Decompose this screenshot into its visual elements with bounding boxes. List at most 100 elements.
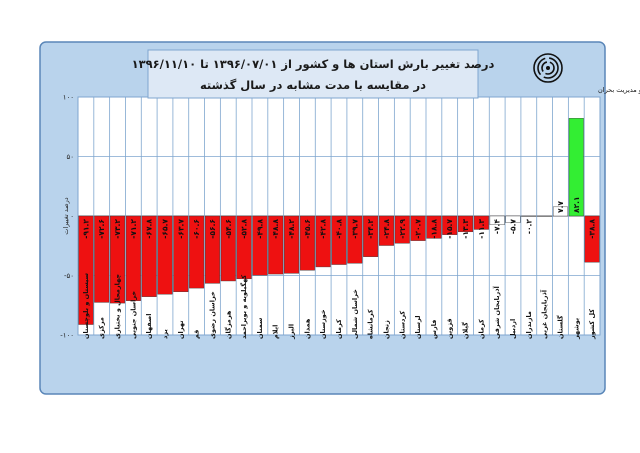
org-name: مرکز ملی خشکسالی و مدیریت بحران	[598, 86, 640, 94]
data-label: -۹۱.۲	[81, 219, 90, 239]
bar	[521, 215, 537, 217]
bar	[410, 215, 426, 241]
x-tick-label: قزوین	[446, 318, 454, 339]
y-tick-label: -۵۰	[64, 272, 74, 280]
bar	[489, 215, 505, 226]
data-label: ۸۲.۱	[572, 196, 581, 213]
bar	[458, 215, 474, 233]
x-tick-label: بوشهر	[572, 318, 580, 340]
x-axis: سیستان و بلوچستان مرکزی چهارمحال و بختیاری…	[82, 273, 596, 340]
data-label: -۵۴.۶	[224, 219, 233, 239]
bar	[505, 215, 521, 223]
x-tick-label: کرمانشاه	[367, 309, 375, 339]
x-tick-label: کردستان	[398, 311, 406, 339]
data-label: -۶۵.۷	[161, 219, 170, 239]
y-tick-label: ۱۰۰	[63, 94, 74, 102]
x-tick-label: سمنان	[256, 318, 264, 339]
data-label: -۵۶.۶	[208, 219, 217, 239]
data-label: -۱۱.۳	[477, 219, 486, 239]
y-axis: ۱۰۰ ۵۰ ۰ -۵۰ -۱۰۰	[60, 94, 74, 340]
x-tick-label: تهران	[177, 320, 185, 339]
bar	[378, 215, 394, 246]
x-tick-label: گیلان	[462, 322, 470, 339]
y-tick-label: ۵۰	[66, 153, 74, 161]
bar	[537, 215, 553, 217]
x-tick-label: کرمان	[477, 319, 485, 339]
bar	[252, 215, 268, 276]
x-tick-label: خراسان جنوبی	[129, 291, 137, 339]
data-label: -۴۸.۲	[287, 219, 296, 239]
data-label: -۱۳.۳	[461, 219, 470, 239]
x-tick-label: آذربایجان غربی	[540, 289, 549, 339]
data-label: -۴۵.۶	[303, 219, 312, 239]
x-tick-label: البرز	[288, 324, 296, 340]
bar	[394, 215, 410, 244]
data-label: -۷۲.۶	[97, 219, 106, 239]
x-tick-label: هرمزگان	[224, 310, 232, 339]
data-label: -۳۴.۲	[366, 219, 375, 239]
x-tick-label: مرکزی	[98, 317, 106, 339]
data-labels: -۹۱.۲ -۷۲.۶ -۷۳.۲ -۷۱.۲ -۶۷.۸ -۶۵.۷ -۶۳.۷ -۶۰.۶…	[81, 196, 596, 238]
bar	[78, 215, 94, 325]
data-label: ۷.۷	[556, 201, 565, 213]
x-tick-label: کرمان	[335, 319, 343, 339]
bar	[173, 215, 189, 293]
bar	[315, 215, 331, 268]
y-tick-label: ۰	[70, 213, 74, 221]
bar	[584, 215, 600, 263]
data-label: -۴۰.۸	[335, 219, 344, 239]
bar	[299, 215, 315, 271]
chart-title: درصد تغییر بارش استان ها و کشور از ۱۳۹۶/…	[132, 57, 495, 72]
data-label: -۲۲.۹	[398, 219, 407, 239]
data-label: -۴۹.۸	[255, 219, 264, 239]
bar	[331, 215, 347, 265]
x-tick-label: قم	[193, 330, 201, 339]
data-label: -۶۳.۷	[176, 219, 185, 239]
y-tick-label: -۱۰۰	[60, 332, 74, 340]
bar	[473, 215, 489, 230]
data-label: -۵.۷	[509, 219, 518, 235]
chart-subtitle: در مقایسه با مدت مشابه در سال گذشته	[200, 78, 426, 92]
x-tick-label: اصفهان	[145, 314, 153, 339]
data-label: -۴۲.۸	[319, 219, 328, 239]
data-label: -۷۱.۲	[129, 219, 138, 239]
bar	[189, 215, 205, 289]
x-tick-label: خوزستان	[319, 309, 327, 339]
bar	[236, 215, 252, 280]
bar	[568, 118, 584, 217]
y-axis-label: درصد تغییرات	[62, 197, 70, 235]
x-tick-label: همدان	[303, 318, 311, 339]
x-tick-label: زنجان	[382, 320, 390, 339]
bar	[125, 215, 141, 301]
data-label: -۰.۲	[524, 219, 533, 235]
x-tick-label: گلستان	[556, 315, 564, 339]
bar	[110, 215, 126, 304]
x-tick-label: کهگیلویه و بویراحمد	[240, 275, 248, 339]
bar	[552, 206, 568, 217]
data-label: -۴۸.۸	[271, 219, 280, 239]
x-tick-label: سیستان و بلوچستان	[82, 273, 90, 339]
x-tick-label: یزد	[161, 329, 169, 339]
bar	[220, 215, 236, 282]
x-tick-label: چهارمحال و بختیاری	[114, 274, 122, 339]
data-label: -۲۴.۸	[382, 219, 391, 239]
bar	[204, 215, 220, 284]
x-tick-label: اردبیل	[509, 319, 517, 339]
bars	[78, 118, 600, 325]
bar	[442, 215, 458, 235]
bar	[347, 215, 363, 264]
data-label: -۳۹.۷	[350, 219, 359, 239]
bar	[141, 215, 157, 297]
spiral-logo-icon	[533, 53, 563, 83]
bar	[94, 215, 110, 303]
data-label: -۷۳.۲	[113, 219, 122, 239]
data-label: -۶۷.۸	[145, 219, 154, 239]
x-tick-label: مازندران	[525, 311, 533, 339]
data-label: -۱۵.۷	[445, 219, 454, 239]
data-label: -۲۰.۷	[414, 219, 423, 239]
title-box	[147, 49, 479, 99]
x-tick-label: لرستان	[414, 315, 422, 339]
data-label: -۳۸.۸	[588, 219, 597, 239]
data-label: -۶۰.۶	[192, 219, 201, 239]
x-tick-label: آذربایجان شرقی	[492, 285, 501, 339]
